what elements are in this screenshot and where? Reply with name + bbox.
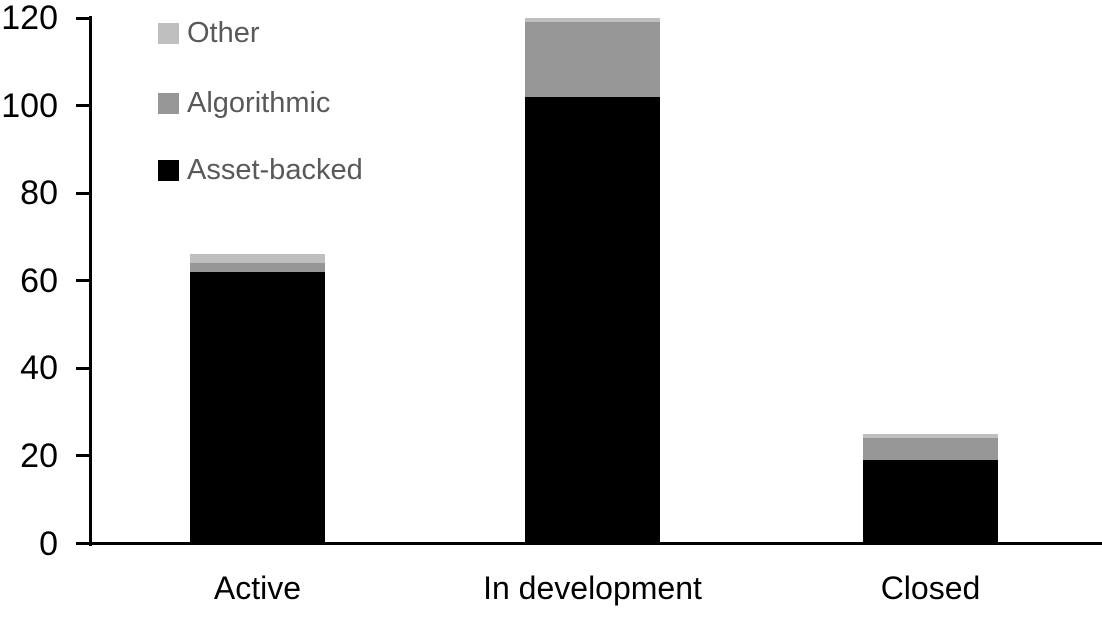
x-axis-category-label-in-development: In development bbox=[483, 570, 702, 606]
y-axis-tick-label-20: 20 bbox=[20, 436, 58, 475]
bar-segment-active-other bbox=[190, 254, 325, 264]
y-axis-tick-label-80: 80 bbox=[20, 174, 58, 213]
y-axis-tick-40 bbox=[76, 366, 90, 370]
x-axis-line bbox=[76, 542, 1102, 545]
bar-segment-in-development-asset-backed bbox=[525, 96, 660, 544]
legend-label-asset-backed: Asset-backed bbox=[187, 154, 363, 186]
y-axis-tick-label-40: 40 bbox=[20, 349, 58, 388]
legend-item-asset-backed: Asset-backed bbox=[158, 155, 363, 185]
bar-segment-active-algorithmic bbox=[190, 263, 325, 272]
legend-swatch-asset-backed bbox=[158, 159, 179, 181]
bar-segment-in-development-other bbox=[525, 18, 660, 23]
y-axis-tick-60 bbox=[76, 279, 90, 283]
legend-label-algorithmic: Algorithmic bbox=[187, 87, 331, 119]
y-axis-tick-label-100: 100 bbox=[1, 86, 58, 125]
x-axis-category-label-active: Active bbox=[213, 570, 302, 606]
legend-item-algorithmic: Algorithmic bbox=[158, 88, 330, 118]
y-axis-tick-label-60: 60 bbox=[20, 261, 58, 300]
legend-swatch-other bbox=[158, 22, 179, 44]
bar-segment-closed-other bbox=[863, 434, 998, 439]
x-axis-category-label-closed: Closed bbox=[880, 570, 981, 606]
legend-label-other: Other bbox=[187, 17, 260, 49]
y-axis-tick-label-0: 0 bbox=[39, 524, 58, 563]
y-axis-tick-label-120: 120 bbox=[1, 0, 58, 37]
y-axis-tick-100 bbox=[76, 104, 90, 108]
bar-segment-closed-algorithmic bbox=[863, 438, 998, 461]
bar-segment-active-asset-backed bbox=[190, 271, 325, 544]
bar-segment-in-development-algorithmic bbox=[525, 22, 660, 97]
y-axis-tick-20 bbox=[76, 454, 90, 458]
y-axis-tick-80 bbox=[76, 191, 90, 195]
bar-segment-closed-asset-backed bbox=[863, 460, 998, 544]
legend-item-other: Other bbox=[158, 18, 260, 48]
y-axis-line bbox=[89, 16, 92, 546]
legend-swatch-algorithmic bbox=[158, 92, 179, 114]
y-axis-tick-120 bbox=[76, 16, 90, 20]
